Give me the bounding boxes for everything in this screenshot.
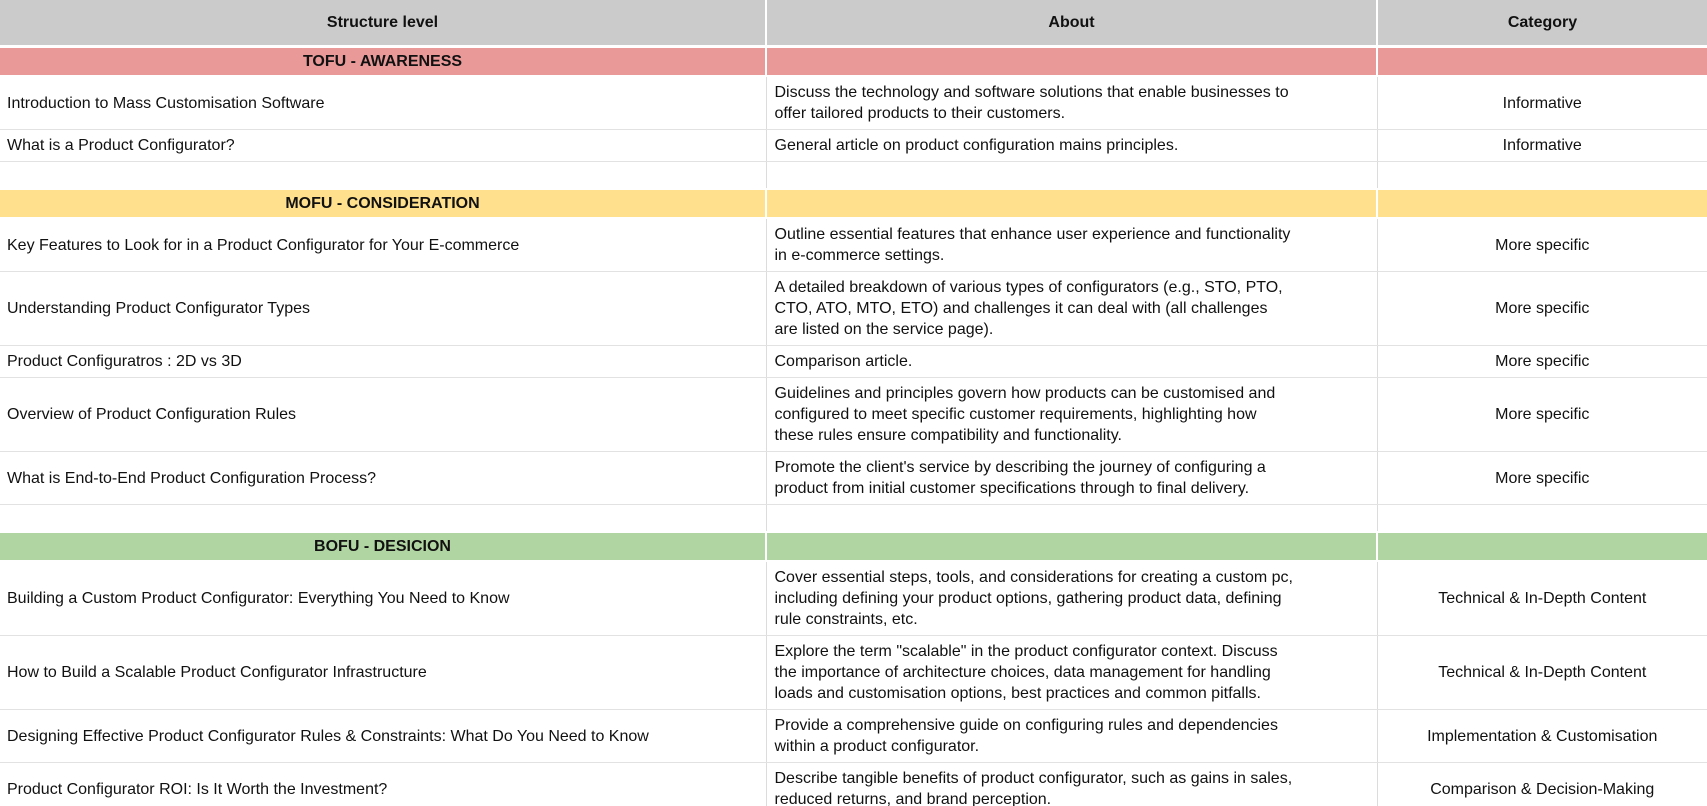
empty-cell[interactable] (0, 504, 767, 533)
category-cell[interactable]: Comparison & Decision-Making (1377, 762, 1707, 806)
section-category-cell[interactable] (1377, 531, 1707, 562)
table-row: How to Build a Scalable Product Configur… (0, 635, 1707, 710)
structure-level-cell[interactable]: Understanding Product Configurator Types (0, 271, 767, 346)
section-category-cell[interactable] (1377, 45, 1707, 77)
about-cell[interactable]: Provide a comprehensive guide on configu… (766, 709, 1378, 763)
column-header-row: Structure level About Category (0, 0, 1707, 48)
table-row: Introduction to Mass Customisation Softw… (0, 76, 1707, 130)
table-row: What is a Product Configurator? General a… (0, 129, 1707, 162)
about-cell[interactable]: Explore the term "scalable" in the produ… (766, 635, 1378, 710)
category-cell[interactable]: More specific (1377, 345, 1707, 378)
table-row: Product Configuratros : 2D vs 3D Comparis… (0, 345, 1707, 378)
table-row: Understanding Product Configurator Types… (0, 271, 1707, 346)
section-title-cell[interactable]: MOFU - CONSIDERATION (0, 188, 767, 219)
category-cell[interactable]: Technical & In-Depth Content (1377, 635, 1707, 710)
section-title-cell[interactable]: BOFU - DESICION (0, 531, 767, 562)
structure-level-cell[interactable]: How to Build a Scalable Product Configur… (0, 635, 767, 710)
table-row: What is End-to-End Product Configuration… (0, 451, 1707, 505)
column-header-about[interactable]: About (766, 0, 1378, 48)
category-cell[interactable]: More specific (1377, 218, 1707, 272)
structure-level-cell[interactable]: Building a Custom Product Configurator: … (0, 561, 767, 636)
section-about-cell[interactable] (766, 531, 1378, 562)
section-row: BOFU - DESICION (0, 531, 1707, 562)
empty-row (0, 504, 1707, 533)
about-cell[interactable]: Promote the client's service by describi… (766, 451, 1378, 505)
section-row: TOFU - AWARENESS (0, 45, 1707, 77)
section-category-cell[interactable] (1377, 188, 1707, 219)
empty-cell[interactable] (766, 504, 1378, 533)
about-cell[interactable]: Guidelines and principles govern how pro… (766, 377, 1378, 452)
structure-level-cell[interactable]: Key Features to Look for in a Product Co… (0, 218, 767, 272)
empty-row (0, 161, 1707, 190)
about-cell[interactable]: Cover essential steps, tools, and consid… (766, 561, 1378, 636)
table-row: Product Configurator ROI: Is It Worth th… (0, 762, 1707, 806)
category-cell[interactable]: Technical & In-Depth Content (1377, 561, 1707, 636)
section-title-cell[interactable]: TOFU - AWARENESS (0, 45, 767, 77)
section-about-cell[interactable] (766, 188, 1378, 219)
column-header-category[interactable]: Category (1377, 0, 1707, 48)
empty-cell[interactable] (1377, 161, 1707, 190)
structure-level-cell[interactable]: Introduction to Mass Customisation Softw… (0, 76, 767, 130)
category-cell[interactable]: Informative (1377, 129, 1707, 162)
empty-cell[interactable] (766, 161, 1378, 190)
table-row: Overview of Product Configuration Rules G… (0, 377, 1707, 452)
category-cell[interactable]: More specific (1377, 271, 1707, 346)
empty-cell[interactable] (0, 161, 767, 190)
structure-level-cell[interactable]: Product Configurator ROI: Is It Worth th… (0, 762, 767, 806)
about-cell[interactable]: Describe tangible benefits of product co… (766, 762, 1378, 806)
structure-level-cell[interactable]: Product Configuratros : 2D vs 3D (0, 345, 767, 378)
about-cell[interactable]: Discuss the technology and software solu… (766, 76, 1378, 130)
structure-level-cell[interactable]: What is End-to-End Product Configuration… (0, 451, 767, 505)
about-cell[interactable]: A detailed breakdown of various types of… (766, 271, 1378, 346)
section-about-cell[interactable] (766, 45, 1378, 77)
category-cell[interactable]: Informative (1377, 76, 1707, 130)
table-row: Key Features to Look for in a Product Co… (0, 218, 1707, 272)
table-row: Designing Effective Product Configurator… (0, 709, 1707, 763)
about-cell[interactable]: General article on product configuration… (766, 129, 1378, 162)
section-row: MOFU - CONSIDERATION (0, 188, 1707, 219)
structure-level-cell[interactable]: Overview of Product Configuration Rules (0, 377, 767, 452)
category-cell[interactable]: More specific (1377, 377, 1707, 452)
empty-cell[interactable] (1377, 504, 1707, 533)
table-row: Building a Custom Product Configurator: … (0, 561, 1707, 636)
about-cell[interactable]: Comparison article. (766, 345, 1378, 378)
column-header-structure-level[interactable]: Structure level (0, 0, 767, 48)
category-cell[interactable]: Implementation & Customisation (1377, 709, 1707, 763)
structure-level-cell[interactable]: Designing Effective Product Configurator… (0, 709, 767, 763)
category-cell[interactable]: More specific (1377, 451, 1707, 505)
about-cell[interactable]: Outline essential features that enhance … (766, 218, 1378, 272)
table-body: TOFU - AWARENESS Introduction to Mass Cus… (0, 45, 1707, 806)
structure-level-cell[interactable]: What is a Product Configurator? (0, 129, 767, 162)
